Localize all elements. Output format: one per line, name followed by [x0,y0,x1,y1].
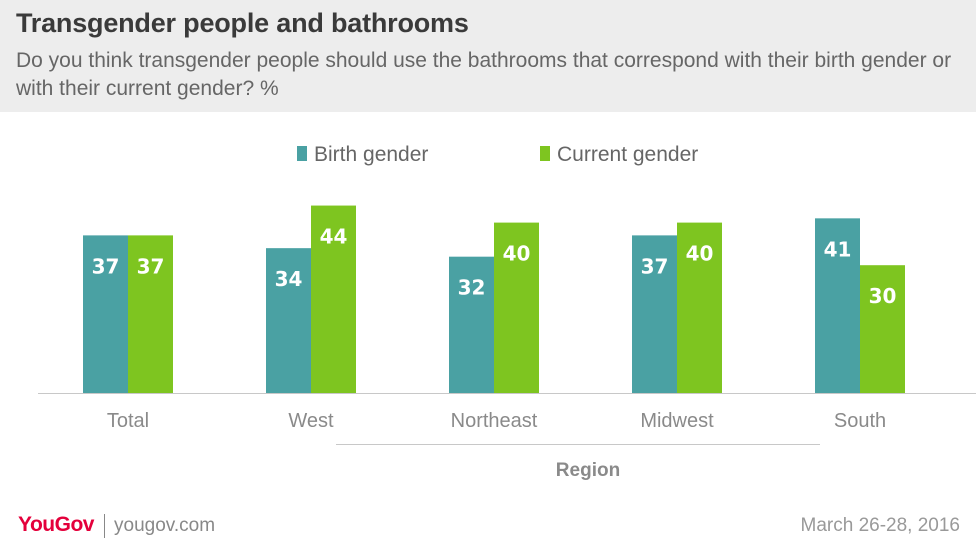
bar-midwest-current [677,222,722,393]
yougov-logo: YouGov [18,513,94,536]
legend-current-gender-swatch [540,146,550,161]
legend-birth-gender-swatch [297,146,307,161]
bar-chart: Birth gender Current gender 37 37 Total 34 44 W… [38,143,976,481]
bar-northeast-birth [449,256,494,393]
data-label-total-current: 37 [137,254,165,278]
header-band: Transgender people and bathrooms Do you … [0,0,976,112]
bar-south-birth [815,218,860,393]
legend-current-gender-label: Current gender [557,143,698,166]
category-label-total: Total [107,410,149,432]
bar-midwest-birth [632,235,677,393]
footer-divider [104,514,105,538]
data-label-midwest-current: 40 [686,242,714,266]
chart-subtitle: Do you think transgender people should u… [16,49,952,100]
data-label-midwest-birth: 37 [641,254,669,278]
data-label-south-birth: 41 [824,237,852,261]
category-label-midwest: Midwest [640,410,714,432]
legend-birth-gender-label: Birth gender [314,143,428,166]
category-label-south: South [834,410,886,432]
survey-date: March 26-28, 2016 [800,515,961,536]
data-label-west-birth: 34 [275,267,303,291]
category-label-northeast: Northeast [451,410,538,432]
data-label-northeast-birth: 32 [458,276,486,300]
bar-total-current [128,235,173,393]
region-group-label: Region [556,460,620,481]
bar-west-birth [266,248,311,393]
data-label-northeast-current: 40 [503,242,531,266]
bar-west-current [311,205,356,393]
category-label-west: West [288,410,334,432]
bar-northeast-current [494,222,539,393]
data-label-total-birth: 37 [92,254,120,278]
bar-total-birth [83,235,128,393]
footer-site: yougov.com [114,515,216,536]
chart-title: Transgender people and bathrooms [16,8,469,38]
bar-south-current [860,265,905,393]
data-label-south-current: 30 [869,284,897,308]
data-label-west-current: 44 [320,225,348,249]
